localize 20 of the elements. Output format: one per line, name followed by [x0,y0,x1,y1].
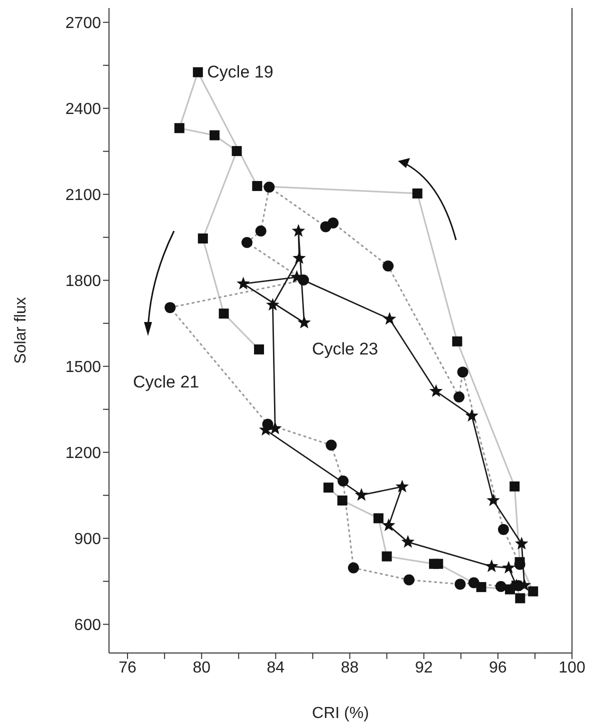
y-tick-label: 1200 [65,445,102,462]
y-tick-label: 900 [74,531,102,548]
x-tick-label: 88 [340,659,359,676]
x-tick-label: 96 [489,659,507,676]
y-tick-label: 1500 [65,359,102,376]
x-tick-label: 80 [192,659,211,676]
annotation: Cycle 19 [207,62,274,82]
y-tick-label: 1800 [65,273,102,290]
x-tick-label: 92 [414,659,433,676]
x-tick-label: 100 [558,659,586,676]
y-tick-label: 2400 [65,101,102,118]
y-tick-label: 2100 [65,187,102,204]
annotation: Cycle 23 [312,340,378,358]
y-axis-title: Solar flux [12,297,30,364]
annotation: Cycle 21 [133,372,200,392]
x-axis-title: CRI (%) [312,705,369,722]
x-tick-label: 84 [266,659,285,676]
x-tick-label: 76 [118,659,137,676]
y-tick-label: 600 [74,617,102,634]
y-tick-label: 2700 [65,15,102,32]
